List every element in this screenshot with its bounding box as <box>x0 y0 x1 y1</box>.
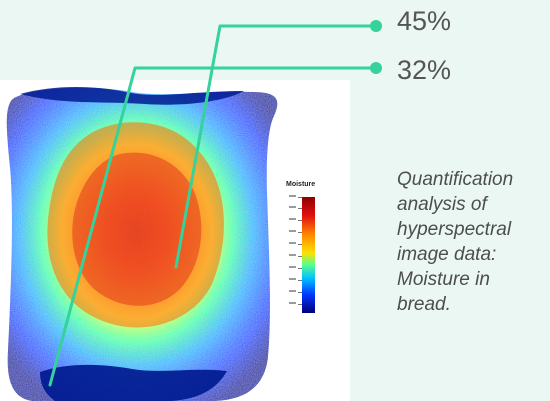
legend-title: Moisture <box>286 181 316 188</box>
bread-core-red-zone <box>72 152 202 306</box>
colorbar-tick <box>284 195 302 198</box>
callout-dot-45 <box>370 20 382 32</box>
moisture-value-32: 32% <box>397 55 452 85</box>
moisture-value-45: 45% <box>397 6 452 36</box>
moisture-colorbar <box>302 197 315 313</box>
colorbar-tick <box>284 230 302 233</box>
colorbar-tick <box>284 254 302 257</box>
colorbar-ticks <box>284 195 302 313</box>
hyperspectral-moisture-image: Moisture <box>0 80 350 401</box>
image-caption: Quantification analysis of hyperspectral… <box>397 169 514 316</box>
colorbar-tick <box>284 218 302 221</box>
colorbar-tick <box>284 302 302 305</box>
colorbar-tick <box>284 278 302 281</box>
colorbar-tick <box>284 290 302 293</box>
colorbar-tick <box>284 206 302 209</box>
callout-dot-32 <box>370 62 382 74</box>
colorbar-tick <box>284 242 302 245</box>
colorbar-tick <box>284 266 302 269</box>
